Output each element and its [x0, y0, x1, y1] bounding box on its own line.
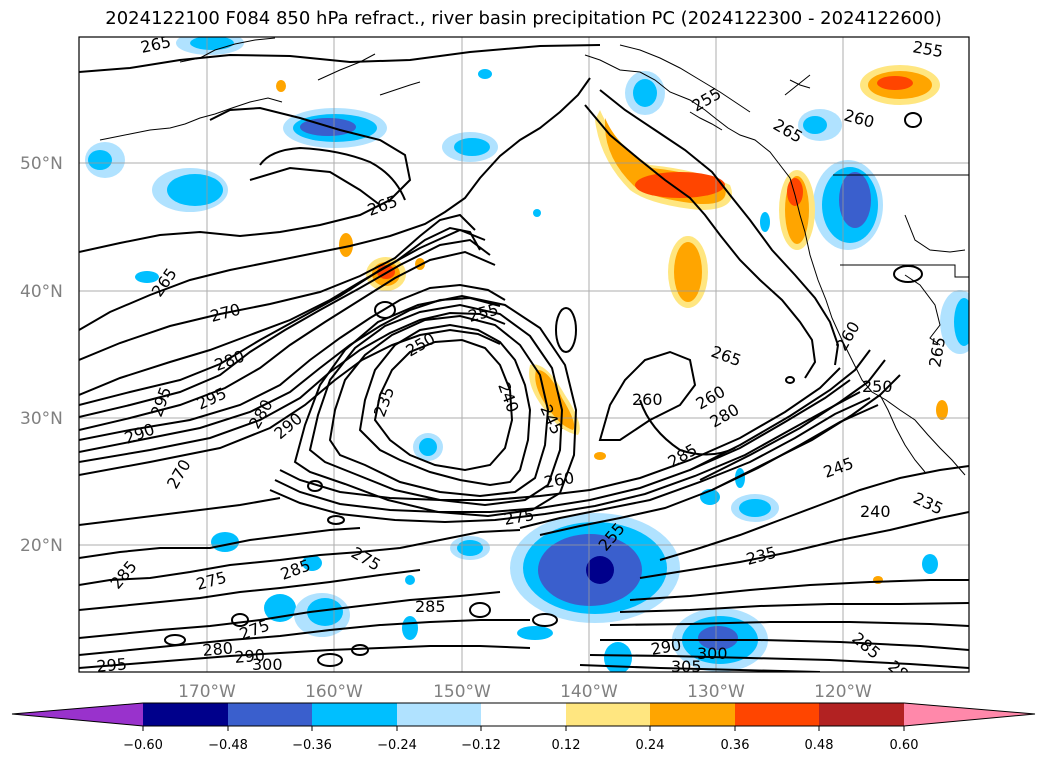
longitude-labels: 170°W 160°W 150°W 140°W 130°W 120°W — [178, 682, 872, 702]
precipitation-shading — [85, 37, 969, 672]
lon-label: 160°W — [305, 682, 363, 702]
lat-label: 40°N — [20, 282, 63, 302]
colorbar: −0.60 −0.48 −0.36 −0.24 −0.12 0.12 0.24 … — [11, 702, 1036, 753]
colorbar-tick-label: 0.48 — [805, 738, 834, 753]
contour-label: 240 — [860, 502, 891, 521]
contour-label: 295 — [96, 654, 128, 676]
contour-label: 260 — [632, 390, 663, 409]
colorbar-segment — [143, 703, 228, 726]
contour-label: 300 — [252, 655, 283, 674]
lon-label: 170°W — [178, 682, 236, 702]
colorbar-segment — [566, 703, 650, 726]
colorbar-tick-label: −0.60 — [123, 738, 163, 753]
colorbar-segment — [481, 703, 566, 726]
map-title: 2024122100 F084 850 hPa refract., river … — [105, 8, 942, 29]
refractivity-contours — [79, 44, 969, 672]
contour-label: 305 — [671, 657, 702, 676]
lat-label: 20°N — [20, 536, 63, 556]
colorbar-tick-label: 0.36 — [721, 738, 750, 753]
contour-label: 290 — [234, 645, 266, 667]
contour-label: 300 — [697, 644, 728, 663]
lat-label: 30°N — [20, 409, 63, 429]
lat-label: 50°N — [20, 154, 63, 174]
colorbar-segment — [650, 703, 735, 726]
colorbar-tick-label: 0.24 — [636, 738, 665, 753]
lon-label: 120°W — [814, 682, 872, 702]
colorbar-segment — [397, 703, 481, 726]
colorbar-segment — [228, 703, 312, 726]
colorbar-extend-right — [904, 703, 1035, 726]
colorbar-segment — [312, 703, 397, 726]
colorbar-extend-left — [12, 703, 143, 726]
colorbar-segment — [819, 703, 904, 726]
colorbar-tick-label: −0.24 — [377, 738, 417, 753]
latitude-labels: 50°N 40°N 30°N 20°N — [20, 154, 63, 556]
contour-label: 250 — [862, 377, 893, 396]
colorbar-tick-label: 0.60 — [890, 738, 919, 753]
lon-label: 140°W — [560, 682, 618, 702]
contour-label: 285 — [415, 597, 446, 616]
contour-label: 265 — [139, 32, 173, 57]
lon-label: 130°W — [687, 682, 745, 702]
contour-label: 280 — [202, 638, 234, 660]
colorbar-tick-label: −0.12 — [461, 738, 501, 753]
colorbar-tick-label: −0.36 — [292, 738, 332, 753]
colorbar-tick-label: 0.12 — [552, 738, 581, 753]
lon-label: 150°W — [433, 682, 491, 702]
map-frame — [78, 36, 970, 673]
colorbar-tick-label: −0.48 — [208, 738, 248, 753]
coastlines — [99, 37, 969, 476]
colorbar-segment — [735, 703, 819, 726]
